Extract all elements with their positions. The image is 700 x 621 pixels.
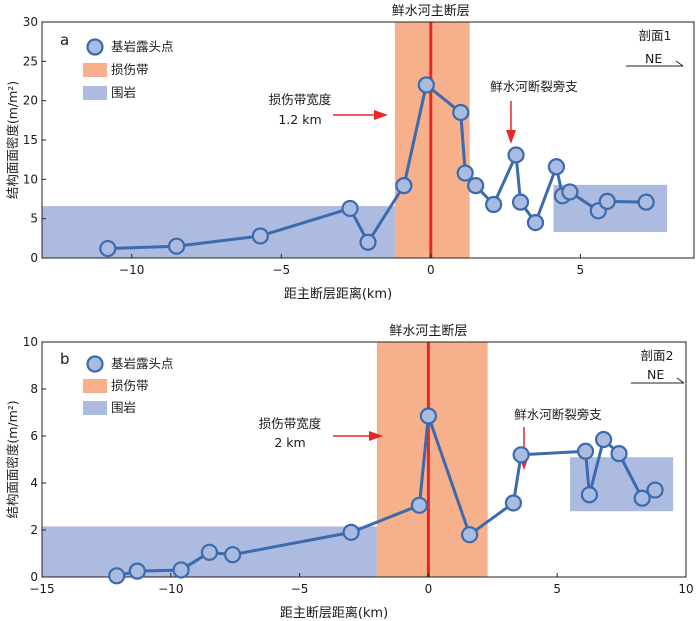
data-point-outcrop xyxy=(633,489,651,507)
annotation-damage-width-value: 2 km xyxy=(274,435,305,450)
direction-label: NE xyxy=(647,367,664,382)
x-tick-label: 5 xyxy=(577,263,585,277)
x-axis-label: 距主断层距离(km) xyxy=(280,605,388,621)
y-tick-label: 5 xyxy=(30,212,38,226)
data-point-outcrop xyxy=(172,561,190,579)
legend-swatch-host-rock xyxy=(83,401,107,415)
annotation-branch-fault: 鲜水河断裂旁支 xyxy=(490,79,578,94)
annotation-damage-width: 损伤带宽度 xyxy=(269,92,332,107)
y-tick-label: 30 xyxy=(23,15,38,29)
data-point-outcrop xyxy=(456,164,474,182)
annotation-damage-width: 损伤带宽度 xyxy=(259,416,322,431)
x-tick-label: −5 xyxy=(291,582,309,596)
x-tick-label: 5 xyxy=(553,582,561,596)
y-tick-label: 20 xyxy=(23,94,38,108)
data-point-outcrop xyxy=(580,486,599,504)
y-tick-label: 10 xyxy=(23,335,38,349)
host-rock-box xyxy=(42,206,395,258)
chart-title: 鲜水河主断层 xyxy=(389,324,467,339)
y-tick-label: 25 xyxy=(23,54,38,68)
panel-letter: a xyxy=(60,31,69,49)
x-tick-label: −15 xyxy=(29,582,54,596)
data-point-outcrop xyxy=(504,494,523,512)
y-tick-label: 10 xyxy=(23,172,38,186)
legend-label: 围岩 xyxy=(111,85,136,100)
direction-label: NE xyxy=(645,51,662,66)
data-point-outcrop xyxy=(417,76,435,94)
data-point-outcrop xyxy=(108,567,126,585)
data-point-outcrop xyxy=(485,195,503,214)
data-point-outcrop xyxy=(395,177,413,195)
profile-label: 剖面1 xyxy=(639,28,672,43)
data-point-outcrop xyxy=(410,496,428,514)
data-point-outcrop xyxy=(646,481,664,499)
legend-swatch-damage-zone xyxy=(83,379,107,393)
x-axis-label: 距主断层距离(km) xyxy=(284,286,392,302)
data-point-outcrop xyxy=(167,237,186,255)
data-point-outcrop xyxy=(419,407,437,425)
legend-label: 围岩 xyxy=(111,400,136,415)
legend-swatch-host-rock xyxy=(83,86,107,100)
data-point-outcrop xyxy=(511,193,530,211)
data-point-outcrop xyxy=(598,192,616,210)
data-point-outcrop xyxy=(467,177,485,195)
legend-label: 损伤带 xyxy=(111,62,149,77)
data-point-outcrop xyxy=(561,183,579,201)
annotation-branch-fault: 鲜水河断裂旁支 xyxy=(514,407,602,422)
data-point-outcrop xyxy=(359,233,377,251)
data-point-outcrop xyxy=(200,543,219,561)
annotation-arrow-head xyxy=(369,431,383,441)
data-point-outcrop xyxy=(526,214,545,232)
data-point-outcrop xyxy=(452,103,470,122)
profile-label: 剖面2 xyxy=(641,348,674,363)
plot-frame xyxy=(41,341,687,578)
legend-label: 基岩露头点 xyxy=(111,39,174,54)
x-tick-label: 10 xyxy=(678,582,693,596)
y-tick-label: 0 xyxy=(30,570,38,584)
data-point-outcrop xyxy=(224,546,242,564)
annotation-damage-width-value: 1.2 km xyxy=(278,112,321,127)
data-point-outcrop xyxy=(128,562,146,580)
legend-swatch-damage-zone xyxy=(83,63,107,77)
y-tick-label: 15 xyxy=(23,133,38,147)
data-point-outcrop xyxy=(547,158,566,176)
data-point-outcrop xyxy=(251,227,269,245)
data-point-outcrop xyxy=(507,146,525,164)
chart-title: 鲜水河主断层 xyxy=(392,4,470,19)
panel-a-chart: 0 5 10 15 20 25 30 −10 −5 0 5 距主断层距离(km) 结构面面密度(m/m²… xyxy=(5,4,695,302)
x-tick-label: −10 xyxy=(119,263,144,277)
x-tick-label: −10 xyxy=(158,582,183,596)
x-tick-label: 0 xyxy=(427,263,435,277)
direction-arrow-head xyxy=(675,60,684,67)
data-point-outcrop xyxy=(594,430,613,449)
annotation-arrow-head xyxy=(506,130,516,144)
y-tick-label: 0 xyxy=(30,251,38,265)
data-point-outcrop xyxy=(576,442,595,460)
y-tick-label: 8 xyxy=(30,382,38,396)
legend-label: 基岩露头点 xyxy=(111,356,174,371)
y-axis-label: 结构面面密度(m/m²) xyxy=(5,81,20,199)
data-point-outcrop xyxy=(637,193,655,211)
data-point-outcrop xyxy=(610,445,628,463)
data-point-outcrop xyxy=(512,446,530,464)
legend-marker-outcrop xyxy=(86,355,104,373)
annotation-arrow-head xyxy=(374,110,388,120)
legend-label: 损伤带 xyxy=(111,378,149,393)
data-point-outcrop xyxy=(461,526,479,544)
panel-b-chart: 0 2 4 6 8 10 −15 −10 −5 0 5 10 距主断层距离(km) 结构面面密度(m/m²… xyxy=(5,324,694,621)
y-axis-label: 结构面面密度(m/m²) xyxy=(5,400,20,518)
y-tick-label: 4 xyxy=(30,476,38,490)
y-tick-label: 2 xyxy=(30,523,38,537)
panel-letter: b xyxy=(60,350,70,368)
x-tick-label: 0 xyxy=(425,582,433,596)
data-point-outcrop xyxy=(342,523,360,541)
legend-marker-outcrop xyxy=(86,38,104,56)
data-point-outcrop xyxy=(99,239,117,258)
direction-arrow-head xyxy=(676,377,685,384)
x-tick-label: −5 xyxy=(272,263,290,277)
y-tick-label: 6 xyxy=(30,429,38,443)
data-point-outcrop xyxy=(341,199,359,218)
